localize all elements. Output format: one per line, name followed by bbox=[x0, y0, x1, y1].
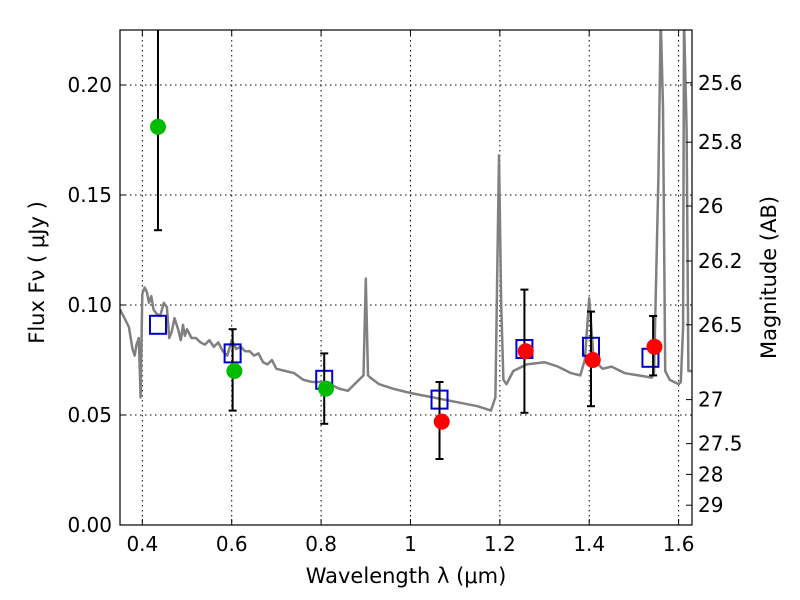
y-tick-label: 0.10 bbox=[67, 293, 112, 317]
y2-axis-title: Magnitude (AB) bbox=[757, 196, 781, 359]
y-tick-label: 0.00 bbox=[67, 513, 112, 537]
x-tick-label: 1.4 bbox=[573, 532, 605, 556]
model-spectrum-line bbox=[120, 30, 692, 412]
y2-tick-label: 26.5 bbox=[698, 313, 743, 337]
axes-frame bbox=[119, 29, 693, 526]
grid bbox=[120, 30, 692, 526]
model-band-square bbox=[148, 314, 167, 335]
series-filled-circle bbox=[149, 30, 335, 425]
y2-tick-label: 26 bbox=[698, 194, 723, 218]
observed-point bbox=[226, 363, 243, 379]
y2-tick-label: 26.2 bbox=[698, 249, 743, 273]
y-axis-title: Flux Fν ( μJy ) bbox=[25, 201, 49, 344]
x-tick-label: 1.6 bbox=[663, 532, 695, 556]
series-line bbox=[120, 30, 692, 412]
x-axis-title: Wavelength λ (μm) bbox=[306, 564, 507, 588]
x-tick-label: 0.6 bbox=[216, 532, 248, 556]
y2-tick-label: 29 bbox=[698, 493, 723, 517]
y-tick-label: 0.15 bbox=[67, 183, 112, 207]
plot-area bbox=[120, 30, 692, 460]
y2-tick-label: 25.6 bbox=[698, 71, 743, 95]
x-tick-label: 1.2 bbox=[484, 532, 516, 556]
y2-tick-label: 27 bbox=[698, 388, 723, 412]
y-tick-label: 0.05 bbox=[67, 403, 112, 427]
series-filled-circle bbox=[433, 288, 663, 460]
x-tick-label: 0.8 bbox=[305, 532, 337, 556]
axis-ticks: 0.4 0.6 0.8 1 1.2 1.4 1.6 0.00 0.05 0.10 0.15 0.20 2… bbox=[67, 30, 743, 556]
x-tick-label: 1 bbox=[404, 532, 417, 556]
observed-point bbox=[584, 352, 601, 368]
y2-tick-label: 25.8 bbox=[698, 130, 743, 154]
y-tick-label: 0.20 bbox=[67, 73, 112, 97]
observed-point bbox=[318, 380, 335, 397]
y2-tick-label: 27.5 bbox=[698, 432, 743, 456]
series-open-square bbox=[148, 314, 660, 410]
observed-point bbox=[517, 343, 534, 360]
observed-point bbox=[433, 413, 450, 430]
x-tick-label: 0.4 bbox=[126, 532, 158, 556]
observed-point bbox=[149, 118, 166, 135]
observed-point bbox=[646, 338, 663, 355]
y2-tick-label: 28 bbox=[698, 462, 723, 486]
